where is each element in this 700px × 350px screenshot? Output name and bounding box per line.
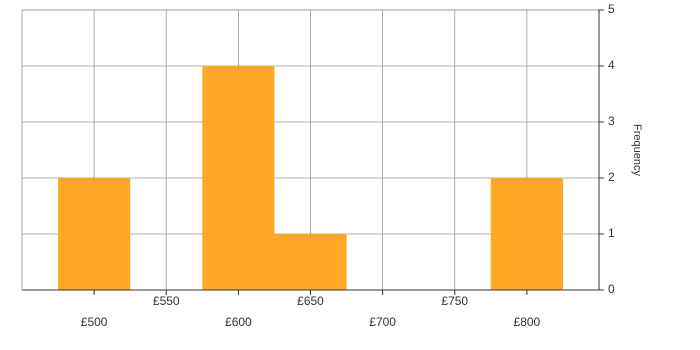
x-tick-label: £500	[81, 315, 108, 329]
x-tick-label: £700	[369, 315, 396, 329]
x-tick-label: £600	[225, 315, 252, 329]
x-tick-label: £550	[153, 294, 180, 308]
y-tick-label: 1	[608, 226, 615, 240]
y-tick-label: 5	[608, 2, 615, 16]
x-tick-label: £800	[514, 315, 541, 329]
y-tick-label: 4	[608, 58, 615, 72]
y-axis-label: Frequency	[631, 124, 643, 176]
y-tick-label: 3	[608, 114, 615, 128]
bar	[202, 66, 275, 290]
bar	[274, 234, 347, 290]
bar	[58, 178, 131, 290]
x-tick-label: £750	[441, 294, 468, 308]
bar	[490, 178, 563, 290]
y-tick-label: 2	[608, 170, 615, 184]
y-tick-label: 0	[608, 282, 615, 296]
x-tick-label: £650	[297, 294, 324, 308]
